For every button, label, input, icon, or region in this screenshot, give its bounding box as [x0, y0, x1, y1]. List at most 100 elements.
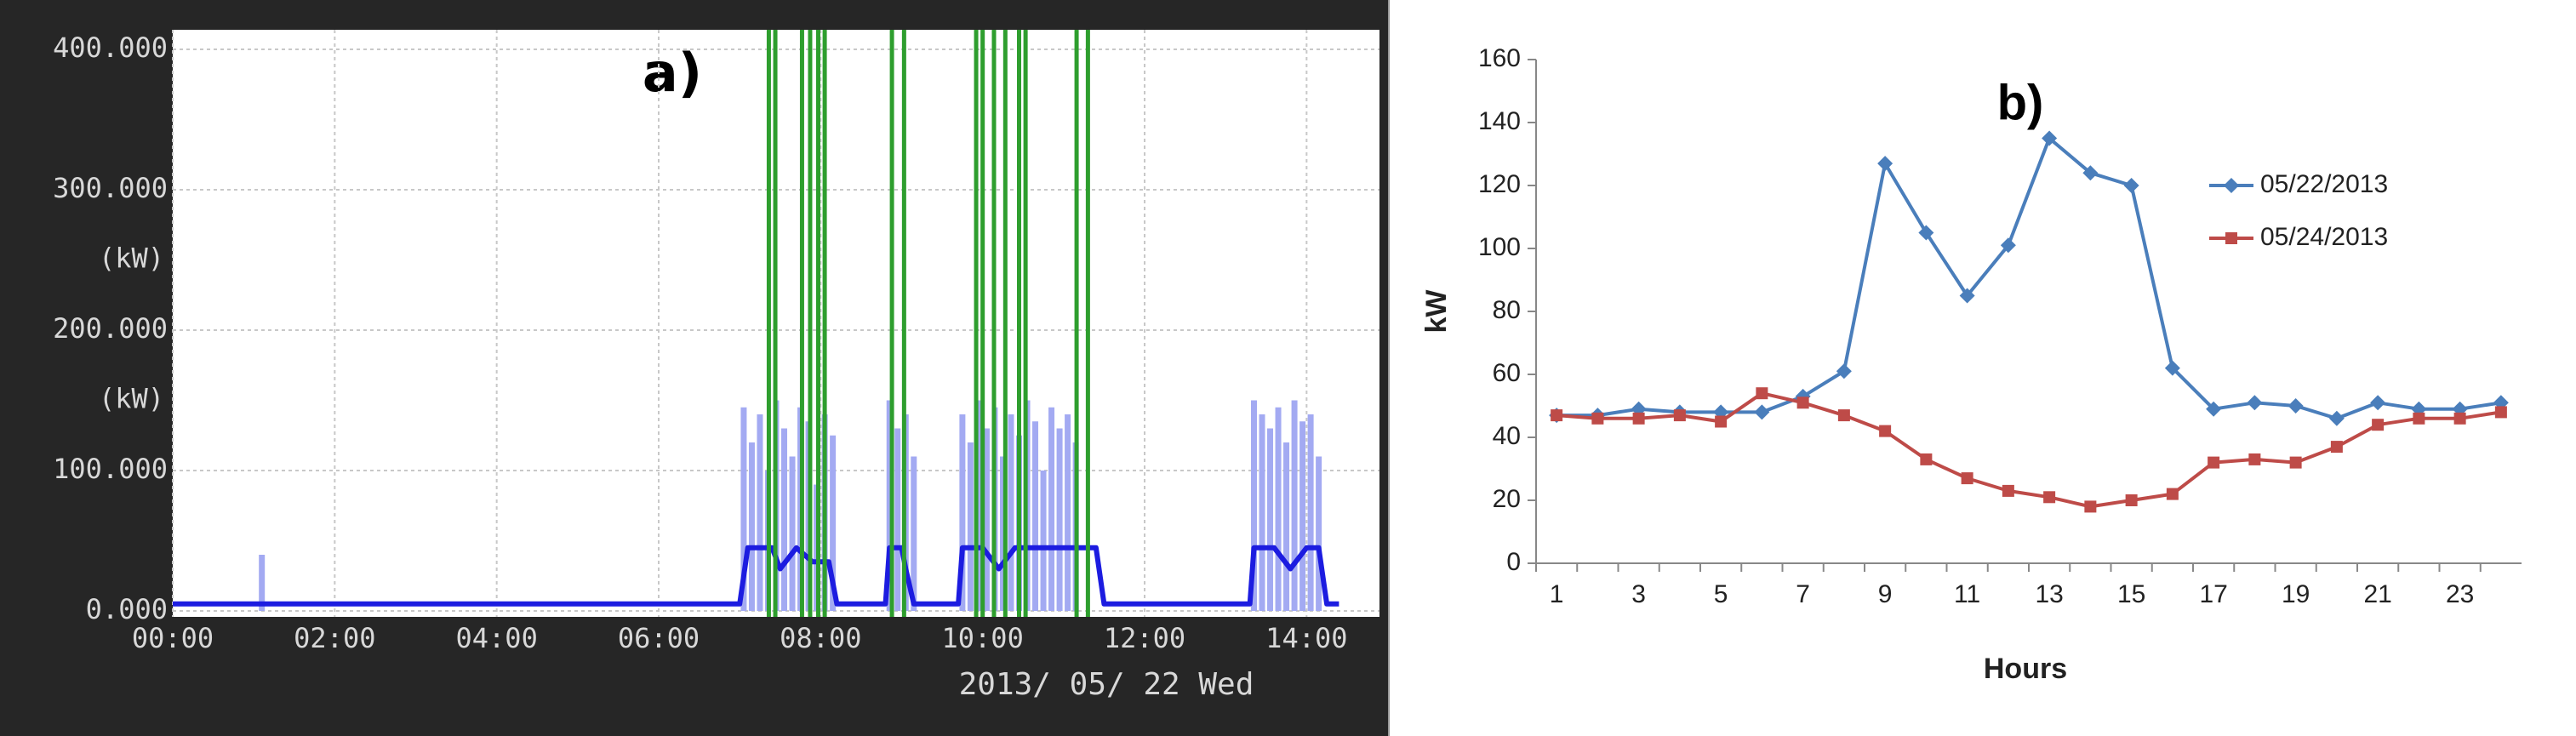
spike-bar: [999, 456, 1006, 611]
marker: [1632, 412, 1645, 425]
x-tick-label: 9: [1878, 580, 1893, 608]
y-unit-label: (kW): [99, 242, 164, 275]
x-tick-label: 06:00: [618, 622, 700, 654]
x-tick-label: 10:00: [942, 622, 1024, 654]
marker: [2413, 412, 2425, 425]
marker: [2002, 484, 2014, 497]
marker: [2453, 412, 2466, 425]
spike-bar: [1250, 400, 1257, 611]
marker: [2370, 395, 2386, 411]
x-tick-label: 1: [1550, 580, 1564, 608]
spike-bar: [789, 456, 796, 611]
y-tick-label: 60: [1493, 359, 1521, 387]
spike-bar: [1283, 442, 1290, 611]
panel-b-label: b): [1997, 75, 2044, 130]
y-tick-label: 400.000: [53, 31, 168, 64]
marker: [2166, 488, 2179, 500]
spike-bar: [967, 442, 974, 611]
spike-bar: [748, 442, 755, 611]
marker: [1796, 397, 1809, 409]
spike-bar: [1048, 407, 1055, 611]
y-tick-label: 0.000: [86, 593, 168, 625]
marker: [2372, 419, 2385, 431]
spike-bar: [259, 555, 266, 611]
spike-bar: [1259, 414, 1265, 611]
marker: [1551, 409, 1563, 422]
legend-label: 05/24/2013: [2260, 223, 2388, 251]
marker: [2494, 406, 2507, 419]
marker: [1591, 412, 1604, 425]
x-tick-label: 5: [1714, 580, 1728, 608]
y-axis-title: kW: [1420, 289, 1453, 334]
marker: [2247, 395, 2263, 411]
y-unit-label: (kW): [99, 383, 164, 415]
panel-b-background: [1389, 0, 2576, 736]
x-tick-label: 11: [1954, 580, 1980, 608]
y-tick-label: 120: [1478, 170, 1521, 198]
marker: [1961, 472, 1973, 485]
x-tick-label: 14:00: [1265, 622, 1347, 654]
marker: [1754, 404, 1770, 420]
x-tick-label: 00:00: [132, 622, 214, 654]
marker: [2328, 410, 2345, 426]
marker: [1920, 453, 1933, 465]
power-line: [173, 545, 1339, 607]
marker: [2330, 441, 2343, 454]
x-tick-label: 23: [2446, 580, 2474, 608]
x-tick-label: 17: [2199, 580, 2227, 608]
x-tick-label: 12:00: [1104, 622, 1185, 654]
spike-bar: [757, 414, 763, 611]
y-tick-label: 200.000: [53, 312, 168, 345]
marker: [2164, 360, 2180, 376]
series-line: [1556, 391, 2502, 509]
y-tick-label: 100: [1478, 233, 1521, 261]
marker: [1837, 409, 1850, 422]
y-tick-label: 160: [1478, 44, 1521, 72]
spike-bar: [830, 435, 837, 611]
spike-bar: [1299, 421, 1306, 611]
marker: [1877, 156, 1893, 172]
spike-bar: [1307, 414, 1314, 611]
marker: [2082, 165, 2099, 181]
spike-bar: [975, 400, 982, 611]
x-tick-label: 13: [2035, 580, 2063, 608]
spike-bar: [740, 407, 747, 611]
x-axis-title: 2013/ 05/ 22 Wed: [959, 667, 1254, 702]
x-tick-label: 19: [2282, 580, 2310, 608]
marker: [1673, 409, 1686, 422]
x-tick-label: 02:00: [294, 622, 375, 654]
x-axis-title: Hours: [1984, 653, 2067, 685]
spike-bar: [1032, 421, 1039, 611]
x-tick-label: 15: [2117, 580, 2145, 608]
marker: [2288, 398, 2304, 414]
marker: [2289, 456, 2302, 469]
spike-bar: [886, 400, 893, 611]
marker: [1836, 363, 1852, 379]
marker: [2125, 494, 2138, 506]
x-tick-label: 04:00: [456, 622, 538, 654]
marker: [2248, 453, 2261, 465]
spike-bar: [1040, 471, 1047, 611]
spike-bar: [983, 428, 990, 611]
x-tick-label: 7: [1796, 580, 1810, 608]
spike-bar: [1267, 428, 1274, 611]
marker: [2000, 237, 2016, 254]
marker: [2042, 130, 2058, 146]
spike-bar: [959, 414, 966, 611]
marker: [2084, 500, 2097, 513]
marker: [1959, 288, 1975, 304]
marker: [2123, 178, 2139, 193]
y-tick-label: 40: [1493, 422, 1521, 450]
legend-marker: [2224, 178, 2239, 193]
panel-a-label: a): [643, 42, 702, 104]
spike-bar: [894, 428, 901, 611]
y-tick-label: 80: [1493, 296, 1521, 324]
x-tick-label: 08:00: [780, 622, 861, 654]
marker: [1918, 225, 1934, 241]
spike-bar: [1008, 414, 1014, 611]
spike-bar: [1065, 414, 1071, 611]
spike-bar: [1275, 407, 1282, 611]
y-tick-label: 300.000: [53, 172, 168, 204]
